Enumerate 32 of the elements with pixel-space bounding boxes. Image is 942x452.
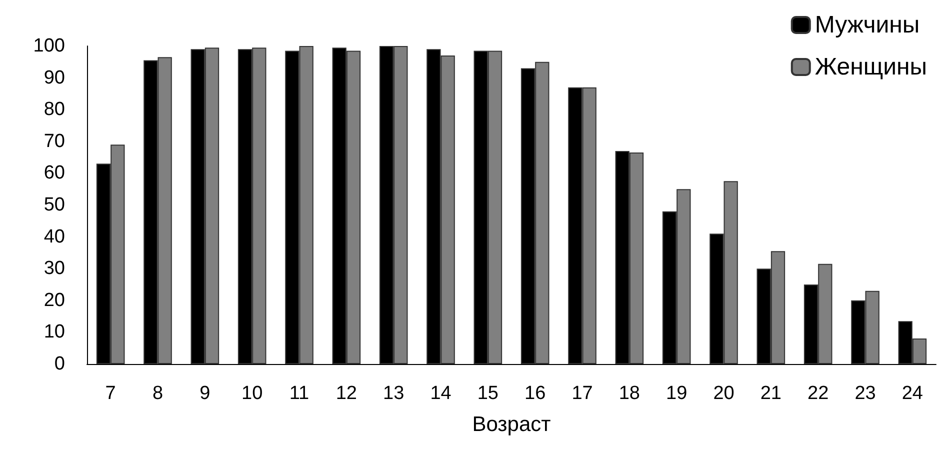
x-tick-label: 12 xyxy=(336,383,357,404)
y-tick-label: 40 xyxy=(44,226,65,248)
x-tick-label: 15 xyxy=(477,383,498,404)
x-tick-label: 9 xyxy=(200,383,210,404)
x-tick-label: 11 xyxy=(289,383,310,404)
x-tick-label: 23 xyxy=(854,383,876,404)
x-tick-label: 8 xyxy=(152,383,164,404)
x-tick-label: 21 xyxy=(760,383,782,404)
y-tick-label: 0 xyxy=(54,354,65,374)
y-tick-label: 30 xyxy=(44,258,65,280)
y-tick-label: 70 xyxy=(44,130,65,152)
y-tick-label: 10 xyxy=(44,322,65,343)
x-tick-label: 19 xyxy=(666,383,688,404)
x-tick-label: 24 xyxy=(902,383,924,404)
y-tick-label: 80 xyxy=(44,99,65,120)
x-tick-label: 18 xyxy=(618,383,640,404)
x-tick-label: 14 xyxy=(430,383,452,404)
x-tick-label: 22 xyxy=(808,383,829,404)
y-tick-label: 20 xyxy=(44,290,65,311)
x-axis-title: Возраст xyxy=(472,413,552,436)
x-tick-label: 13 xyxy=(383,383,404,404)
y-tick-label: 90 xyxy=(44,67,65,88)
x-tick-label: 10 xyxy=(242,383,263,404)
x-tick-label: 20 xyxy=(713,383,734,404)
legend-label: Женщины xyxy=(814,54,927,80)
y-tick-label: 50 xyxy=(44,194,65,216)
x-tick-label: 7 xyxy=(105,383,116,404)
y-tick-label: 100 xyxy=(33,36,65,56)
x-tick-label: 17 xyxy=(572,383,593,404)
y-tick-label: 60 xyxy=(44,162,65,184)
x-tick-label: 16 xyxy=(524,383,546,404)
legend-label: Мужчины xyxy=(814,12,920,38)
